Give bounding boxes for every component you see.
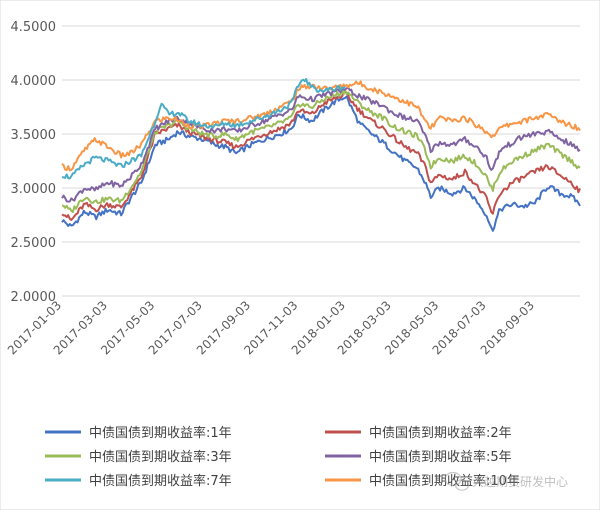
- legend-label: 中债国债到期收益率:1年: [89, 425, 232, 441]
- y-tick-label: 3.5000: [11, 128, 57, 143]
- y-tick-label: 2.5000: [11, 236, 57, 251]
- y-axis-ticks: 2.0000 2.5000 3.0000 3.5000 4.0000 4.5000: [11, 20, 57, 305]
- legend-label: 中债国债到期收益率:5年: [369, 449, 512, 465]
- y-tick-label: 4.0000: [11, 74, 57, 89]
- series-line-0: [61, 95, 581, 232]
- watermark: 大越期货研发中心: [444, 471, 568, 491]
- y-tick-label: 4.5000: [11, 20, 57, 35]
- series-line-2: [61, 89, 581, 213]
- legend-label: 中债国债到期收益率:10年: [369, 473, 520, 489]
- y-tick-label: 2.0000: [11, 290, 57, 305]
- series-line-4: [61, 78, 346, 180]
- series-line-1: [61, 90, 581, 221]
- legend-label: 中债国债到期收益率:3年: [89, 449, 232, 465]
- y-tick-label: 3.0000: [11, 182, 57, 197]
- legend-label: 中债国债到期收益率:7年: [89, 473, 232, 489]
- series-lines: [61, 78, 581, 232]
- watermark-text: 大越期货研发中心: [472, 474, 568, 489]
- wechat-logo-icon: [444, 471, 470, 491]
- series-line-3: [61, 86, 581, 203]
- series-line-5: [61, 80, 581, 172]
- legend-label: 中债国债到期收益率:2年: [369, 425, 512, 441]
